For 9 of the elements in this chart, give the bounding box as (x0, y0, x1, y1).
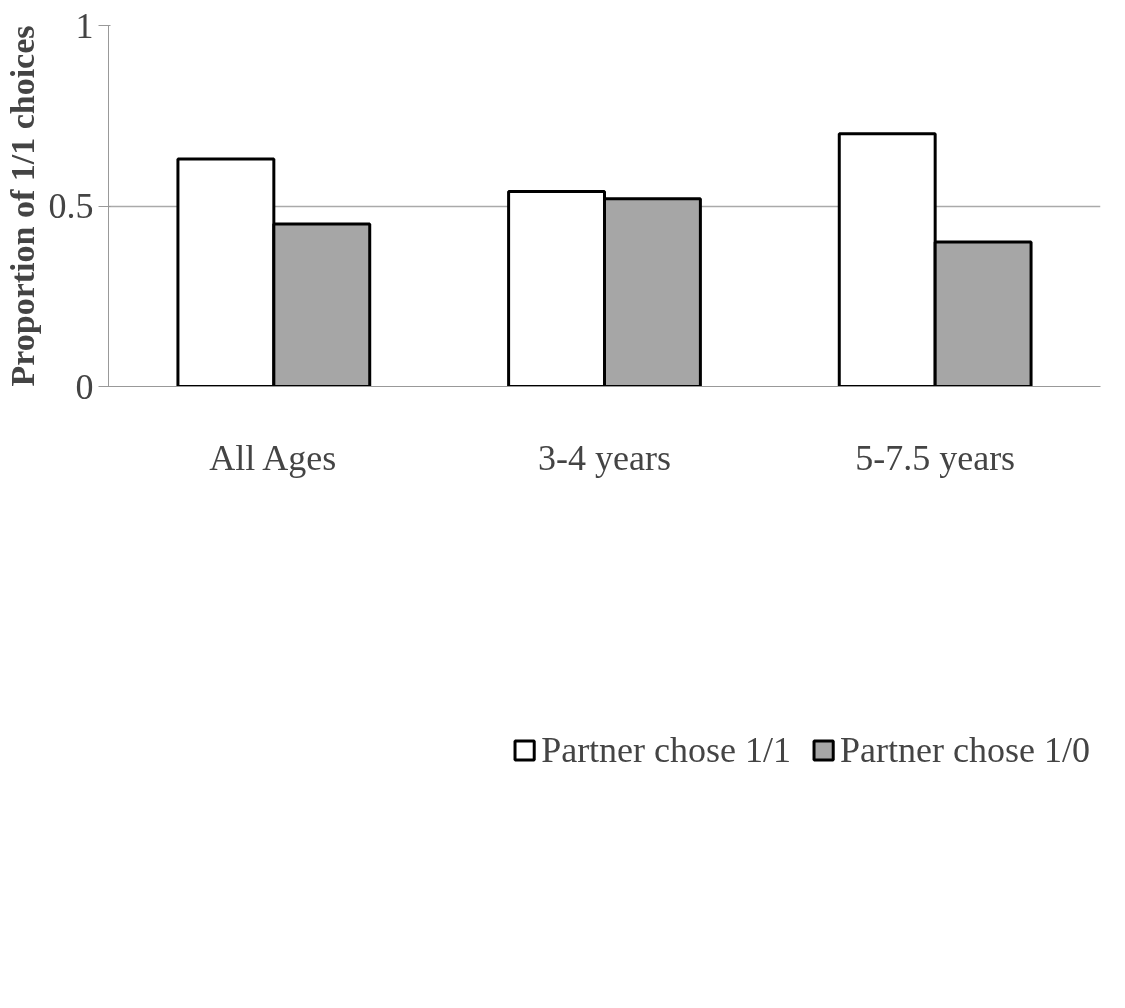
legend-label: Partner chose 1/1 (541, 729, 792, 771)
y-axis-title: Proportion of 1/1 choices (3, 25, 41, 387)
y-tick-label: 1 (75, 5, 94, 46)
x-tick-label: 3-4 years (538, 437, 671, 478)
x-tick-label: 5-7.5 years (855, 437, 1016, 478)
y-tick-label: 0 (75, 366, 94, 407)
y-tick-label: 0.5 (48, 186, 94, 226)
legend-label: Partner chose 1/0 (840, 729, 1090, 771)
x-tick-label: All Ages (209, 437, 337, 478)
